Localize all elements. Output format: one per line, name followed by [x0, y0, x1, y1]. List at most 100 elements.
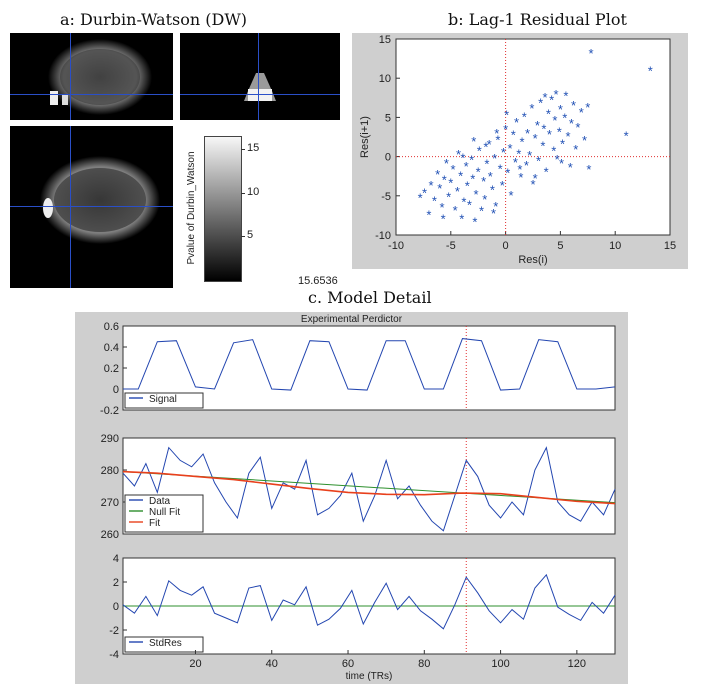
x-axis-label: time (TRs): [346, 671, 393, 682]
x-tick-label: -5: [446, 240, 456, 252]
scatter-point: *: [563, 88, 568, 103]
legend-box: [124, 636, 204, 653]
scatter-point: *: [453, 203, 458, 218]
colorbar-gradient: [204, 136, 242, 282]
scatter-point: *: [648, 63, 653, 78]
scatter-point: *: [465, 179, 470, 194]
scatter-point: *: [461, 194, 466, 209]
scatter-point: *: [493, 199, 498, 214]
scatter-point: *: [503, 122, 508, 137]
scatter-point: *: [529, 101, 534, 116]
x-tick-label: 10: [609, 240, 621, 252]
colorbar-tick-label: 10: [247, 185, 260, 198]
x-tick-label: -10: [388, 240, 404, 252]
scatter-point: *: [483, 139, 488, 154]
scatter-point: *: [569, 116, 574, 131]
sagittal-image: [48, 39, 152, 115]
y-tick-label: 0.6: [104, 321, 119, 333]
scatter-point: *: [522, 110, 527, 125]
axes-box: [122, 437, 616, 535]
scatter-point: *: [491, 206, 496, 221]
y-tick-label: 260: [101, 529, 119, 541]
scatter-point: *: [458, 168, 463, 183]
crosshair-horizontal: [180, 94, 340, 95]
scatter-point: *: [544, 164, 549, 179]
scatter-point: *: [507, 141, 512, 156]
colorbar-tick-mark: [241, 149, 245, 151]
scatter-point: *: [558, 102, 563, 117]
scatter-point: *: [509, 188, 514, 203]
y-axis-label: Res(i+1): [359, 116, 371, 158]
x-tick-label: 80: [418, 658, 430, 670]
scatter-point: *: [500, 178, 505, 193]
scatter-point: *: [455, 184, 460, 199]
scatter-point: *: [535, 118, 540, 133]
title-durbin-watson: a: Durbin-Watson (DW): [60, 10, 248, 29]
scatter-point: *: [429, 178, 434, 193]
model-detail-svg: -0.200.20.40.6Signal260270280290DataNull…: [100, 321, 616, 682]
crosshair-vertical: [70, 126, 71, 288]
legend-label: Fit: [149, 518, 160, 529]
scatter-point: *: [471, 134, 476, 149]
scatter-point: *: [547, 127, 552, 142]
scatter-point: *: [448, 175, 453, 190]
y-tick-label: 270: [101, 497, 119, 509]
x-tick-label: 40: [266, 658, 278, 670]
y-tick-label: -0.2: [100, 405, 119, 417]
scatter-point: *: [484, 157, 489, 172]
scatter-point: *: [560, 136, 565, 151]
scatter-point: *: [444, 156, 449, 171]
x-axis-label: Res(i): [518, 254, 547, 266]
scatter-point: *: [555, 152, 560, 167]
scatter-point: *: [422, 186, 427, 201]
y-tick-label: -4: [109, 649, 119, 661]
scatter-point: *: [575, 120, 580, 135]
coronal-image: [244, 73, 276, 101]
scatter-point: *: [479, 204, 484, 219]
colorbar-tick-label: 15: [247, 142, 260, 155]
y-tick-label: 0.2: [104, 363, 119, 375]
scatter-point: *: [557, 125, 562, 140]
y-tick-label: -5: [381, 191, 391, 203]
x-tick-label: 0: [503, 240, 509, 252]
axial-image: [40, 156, 160, 244]
scatter-point: *: [505, 165, 510, 180]
scatter-point: *: [568, 160, 573, 175]
scatter-point: *: [533, 171, 538, 186]
scatter-point: *: [525, 126, 530, 141]
legend-label: Data: [149, 496, 171, 507]
scatter-point: *: [516, 146, 521, 161]
title-lag1-residual: b: Lag-1 Residual Plot: [448, 10, 627, 29]
legend-box: [124, 392, 204, 409]
scatter-point: *: [494, 126, 499, 141]
scatter-axes-box: [395, 38, 671, 236]
scatter-point: *: [579, 105, 584, 120]
scatter-point: *: [469, 153, 474, 168]
crosshair-horizontal: [10, 206, 173, 207]
scatter-point: *: [552, 113, 557, 128]
scatter-point: *: [582, 133, 587, 148]
scatter-point: *: [543, 90, 548, 105]
scatter-point: *: [536, 154, 541, 169]
scatter-point: *: [518, 170, 523, 185]
scatter-point: *: [432, 194, 437, 209]
scatter-point: *: [437, 181, 442, 196]
scatter-point: *: [482, 192, 487, 207]
scatter-point: *: [464, 159, 469, 174]
scatter-point: *: [517, 162, 522, 177]
scatter-point: *: [441, 212, 446, 227]
y-tick-label: 2: [113, 577, 119, 589]
scatter-point: *: [470, 172, 475, 187]
model-detail-figure: Experimental Perdictor -0.2 0 0.2 0.4 0.6 Sig…: [75, 312, 628, 684]
scatter-point: *: [442, 172, 447, 187]
scatter-point: *: [586, 162, 591, 177]
scatter-point: *: [477, 143, 482, 158]
scatter-point: *: [456, 147, 461, 162]
legend-label: Null Fit: [149, 507, 180, 518]
scatter-point: *: [440, 200, 445, 215]
series-line-data: [122, 446, 616, 532]
scatter-point: *: [559, 156, 564, 171]
colorbar-tick-label: 5: [247, 229, 254, 242]
x-tick-label: 120: [568, 658, 586, 670]
scatter-point: *: [511, 128, 516, 143]
